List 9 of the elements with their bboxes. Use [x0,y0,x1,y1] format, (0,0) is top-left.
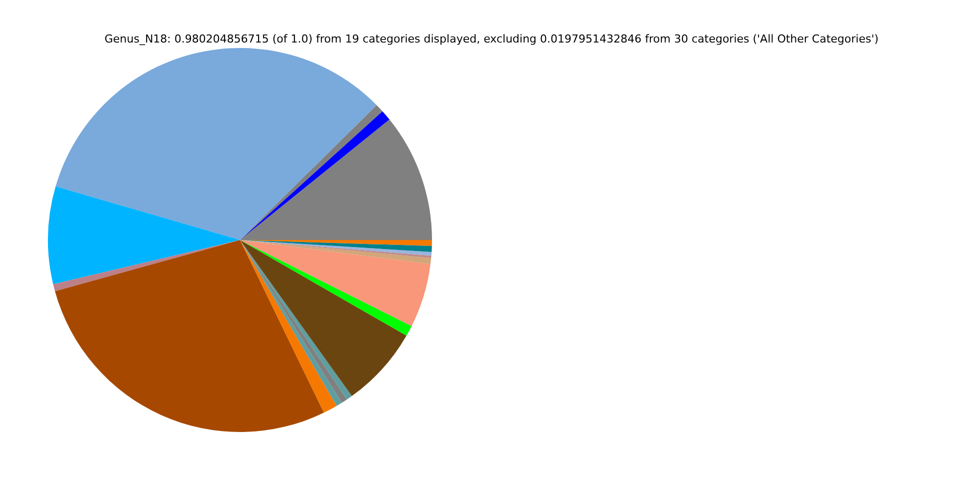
pie-slice [240,240,430,326]
text: Genus_N18: 0.980204856715 (of 1.0) from 19 categories displayed, excluding 0.0197951432846 from 30 categories ('All Other Categories') [104,32,879,46]
pie-slice [56,48,377,240]
pie-slice [240,240,432,264]
pie-slice [240,240,412,336]
pie-slice [54,240,324,432]
pie-slice [240,240,406,396]
pie-slice [53,240,240,292]
pie-slice [48,186,240,284]
